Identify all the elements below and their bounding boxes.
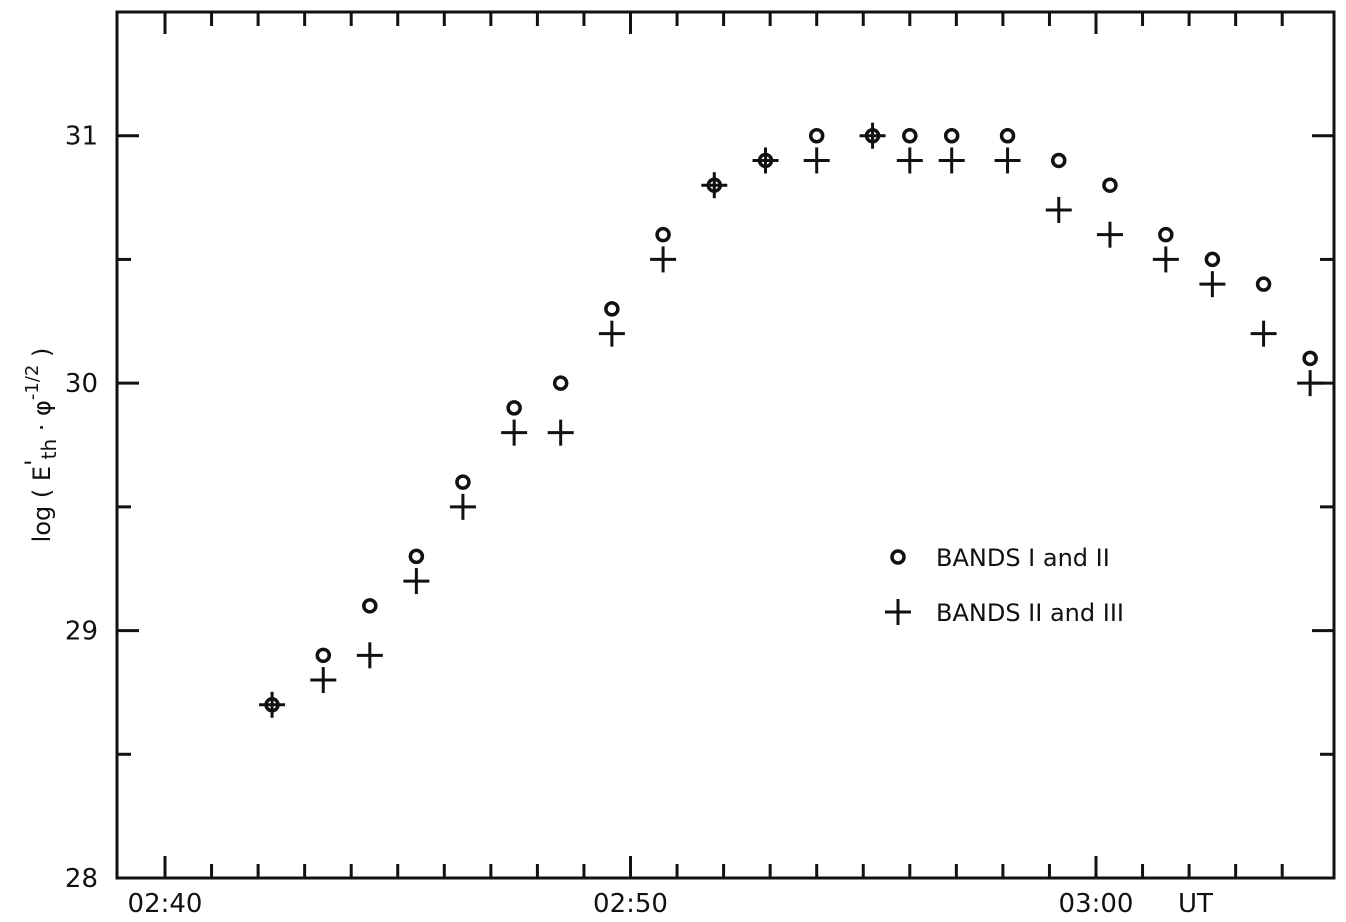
circle-point [506, 400, 522, 416]
plus-point [356, 642, 383, 669]
circle-point [1255, 276, 1272, 292]
y-axis-title-part: th [37, 439, 61, 460]
tick-labels: 02:40 02:50 03:00 UT 28 29 30 31 [65, 122, 1213, 919]
plus-point [1250, 320, 1277, 347]
y-tick-label: 31 [65, 122, 98, 152]
circle-point [604, 301, 620, 317]
circle-point [1204, 251, 1221, 268]
plus-point [310, 667, 337, 694]
plus-point [547, 419, 574, 446]
x-unit-label: UT [1178, 889, 1213, 919]
legend-label-bands-2-3: BANDS II and III [936, 599, 1124, 627]
plus-point [859, 122, 886, 149]
circle-point [552, 375, 569, 391]
legend-circle-marker [890, 549, 906, 565]
y-axis-title-part: ) [28, 348, 56, 365]
y-tick-label: 30 [65, 369, 98, 399]
x-tick-label: 02:50 [593, 889, 668, 919]
circle-point [1302, 350, 1318, 367]
plus-point [1045, 196, 1072, 223]
circle-point [1158, 226, 1174, 243]
plus-point [896, 147, 923, 174]
circle-point [999, 127, 1016, 144]
circle-point [408, 548, 425, 565]
plus-point [1297, 370, 1324, 397]
circle-point [455, 474, 471, 490]
circle-point [655, 226, 671, 243]
plot-frame [115, 10, 1336, 880]
x-tick-label: 02:40 [128, 889, 203, 919]
circle-point [1102, 177, 1118, 193]
plus-point [803, 147, 830, 174]
plus-point [650, 246, 677, 273]
legend: BANDS I and II BANDS II and III [885, 544, 1124, 627]
y-axis-title-part: · φ [28, 400, 56, 439]
y-tick-label: 29 [65, 617, 98, 647]
y-axis-label: log ( E'th · φ-1/2 ) [20, 348, 61, 543]
circle-point [362, 598, 378, 614]
y-axis-title-part: ' [20, 459, 48, 466]
circle-point [315, 647, 332, 664]
y-tick-label: 28 [65, 864, 98, 894]
plus-point [598, 320, 625, 347]
plus-point [259, 691, 286, 718]
y-axis-title-part: log ( E [28, 466, 56, 542]
circle-point [902, 127, 918, 144]
legend-label-bands-1-2: BANDS I and II [936, 544, 1110, 572]
plus-point [449, 493, 476, 520]
y-axis-title: log ( E'th · φ-1/2 ) [20, 348, 61, 543]
plus-point [1096, 221, 1123, 248]
legend-plus-marker [885, 599, 911, 625]
circle-point [808, 127, 825, 144]
plus-point [994, 147, 1021, 174]
circle-point [1051, 152, 1067, 169]
plus-point [403, 568, 430, 595]
data-points [259, 122, 1324, 718]
axis-ticks [117, 10, 1334, 880]
plus-point [701, 172, 728, 199]
plus-point [1152, 246, 1179, 273]
y-axis-title-part: -1/2 [22, 365, 43, 400]
circle-point [943, 127, 960, 144]
plus-point [752, 147, 779, 174]
plus-point [1199, 271, 1226, 298]
plus-point [501, 419, 528, 446]
plus-point [938, 147, 965, 174]
x-tick-label: 03:00 [1059, 889, 1134, 919]
